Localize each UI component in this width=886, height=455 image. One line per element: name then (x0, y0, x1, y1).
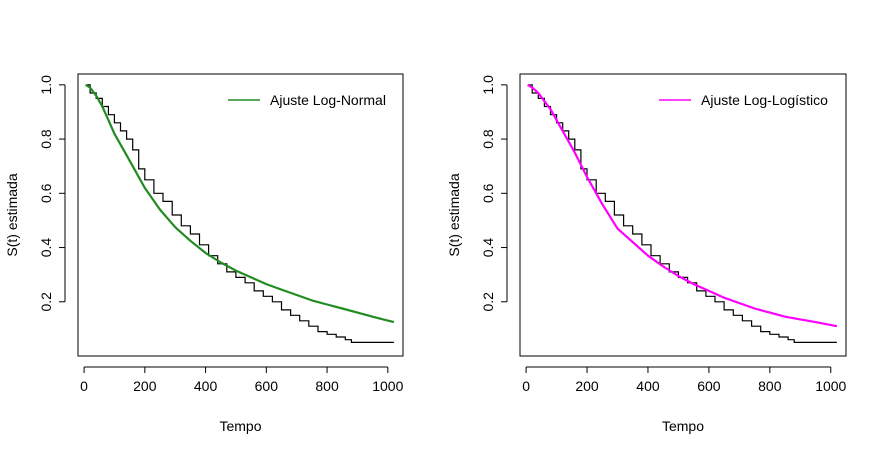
legend-label: Ajuste Log-Normal (270, 92, 386, 108)
legend-label: Ajuste Log-Logístico (701, 92, 828, 108)
x-tick-label: 800 (315, 378, 339, 394)
x-tick-label: 1000 (815, 378, 846, 394)
y-tick-label: 1.0 (38, 75, 54, 95)
y-tick-label: 0.8 (38, 129, 54, 149)
legend: Ajuste Log-Normal (228, 92, 386, 108)
x-axis-title: Tempo (219, 418, 261, 434)
legend: Ajuste Log-Logístico (659, 92, 828, 108)
plot-frame (519, 73, 847, 357)
chart-panel-2: 0 200 400 600 800 1000 0.2 0.4 0.6 0.8 1.0 Tempo S(t… (446, 73, 847, 434)
y-tick-label: 0.2 (38, 292, 54, 312)
y-tick-label: 0.4 (38, 238, 54, 258)
fitted-survival-curve (85, 83, 395, 324)
x-tick-label: 200 (575, 378, 599, 394)
x-tick-label: 200 (133, 378, 157, 394)
x-tick-label: 0 (80, 378, 88, 394)
kaplan-meier-step-line (87, 84, 394, 343)
y-tick-label: 0.2 (480, 292, 496, 312)
x-tick-label: 400 (194, 378, 218, 394)
y-axis-title: S(t) estimada (4, 173, 20, 256)
x-tick-label: 600 (255, 378, 279, 394)
x-tick-label: 600 (697, 378, 721, 394)
plot-frame (77, 73, 404, 357)
y-tick-label: 0.6 (480, 183, 496, 203)
x-axis-title: Tempo (662, 418, 704, 434)
y-axis-title: S(t) estimada (446, 173, 462, 256)
x-tick-label: 800 (758, 378, 782, 394)
y-tick-label: 0.8 (480, 129, 496, 149)
y-tick-label: 0.6 (38, 183, 54, 203)
x-tick-label: 1000 (372, 378, 403, 394)
x-tick-label: 0 (522, 378, 530, 394)
kaplan-meier-step-line (529, 84, 837, 343)
x-tick-label: 400 (636, 378, 660, 394)
fitted-survival-curve (527, 83, 838, 328)
chart-panel-1: 0 200 400 600 800 1000 0.2 0.4 0.6 0.8 1.0 Tempo S(t… (4, 73, 404, 434)
y-tick-label: 0.4 (480, 238, 496, 258)
y-tick-label: 1.0 (480, 75, 496, 95)
